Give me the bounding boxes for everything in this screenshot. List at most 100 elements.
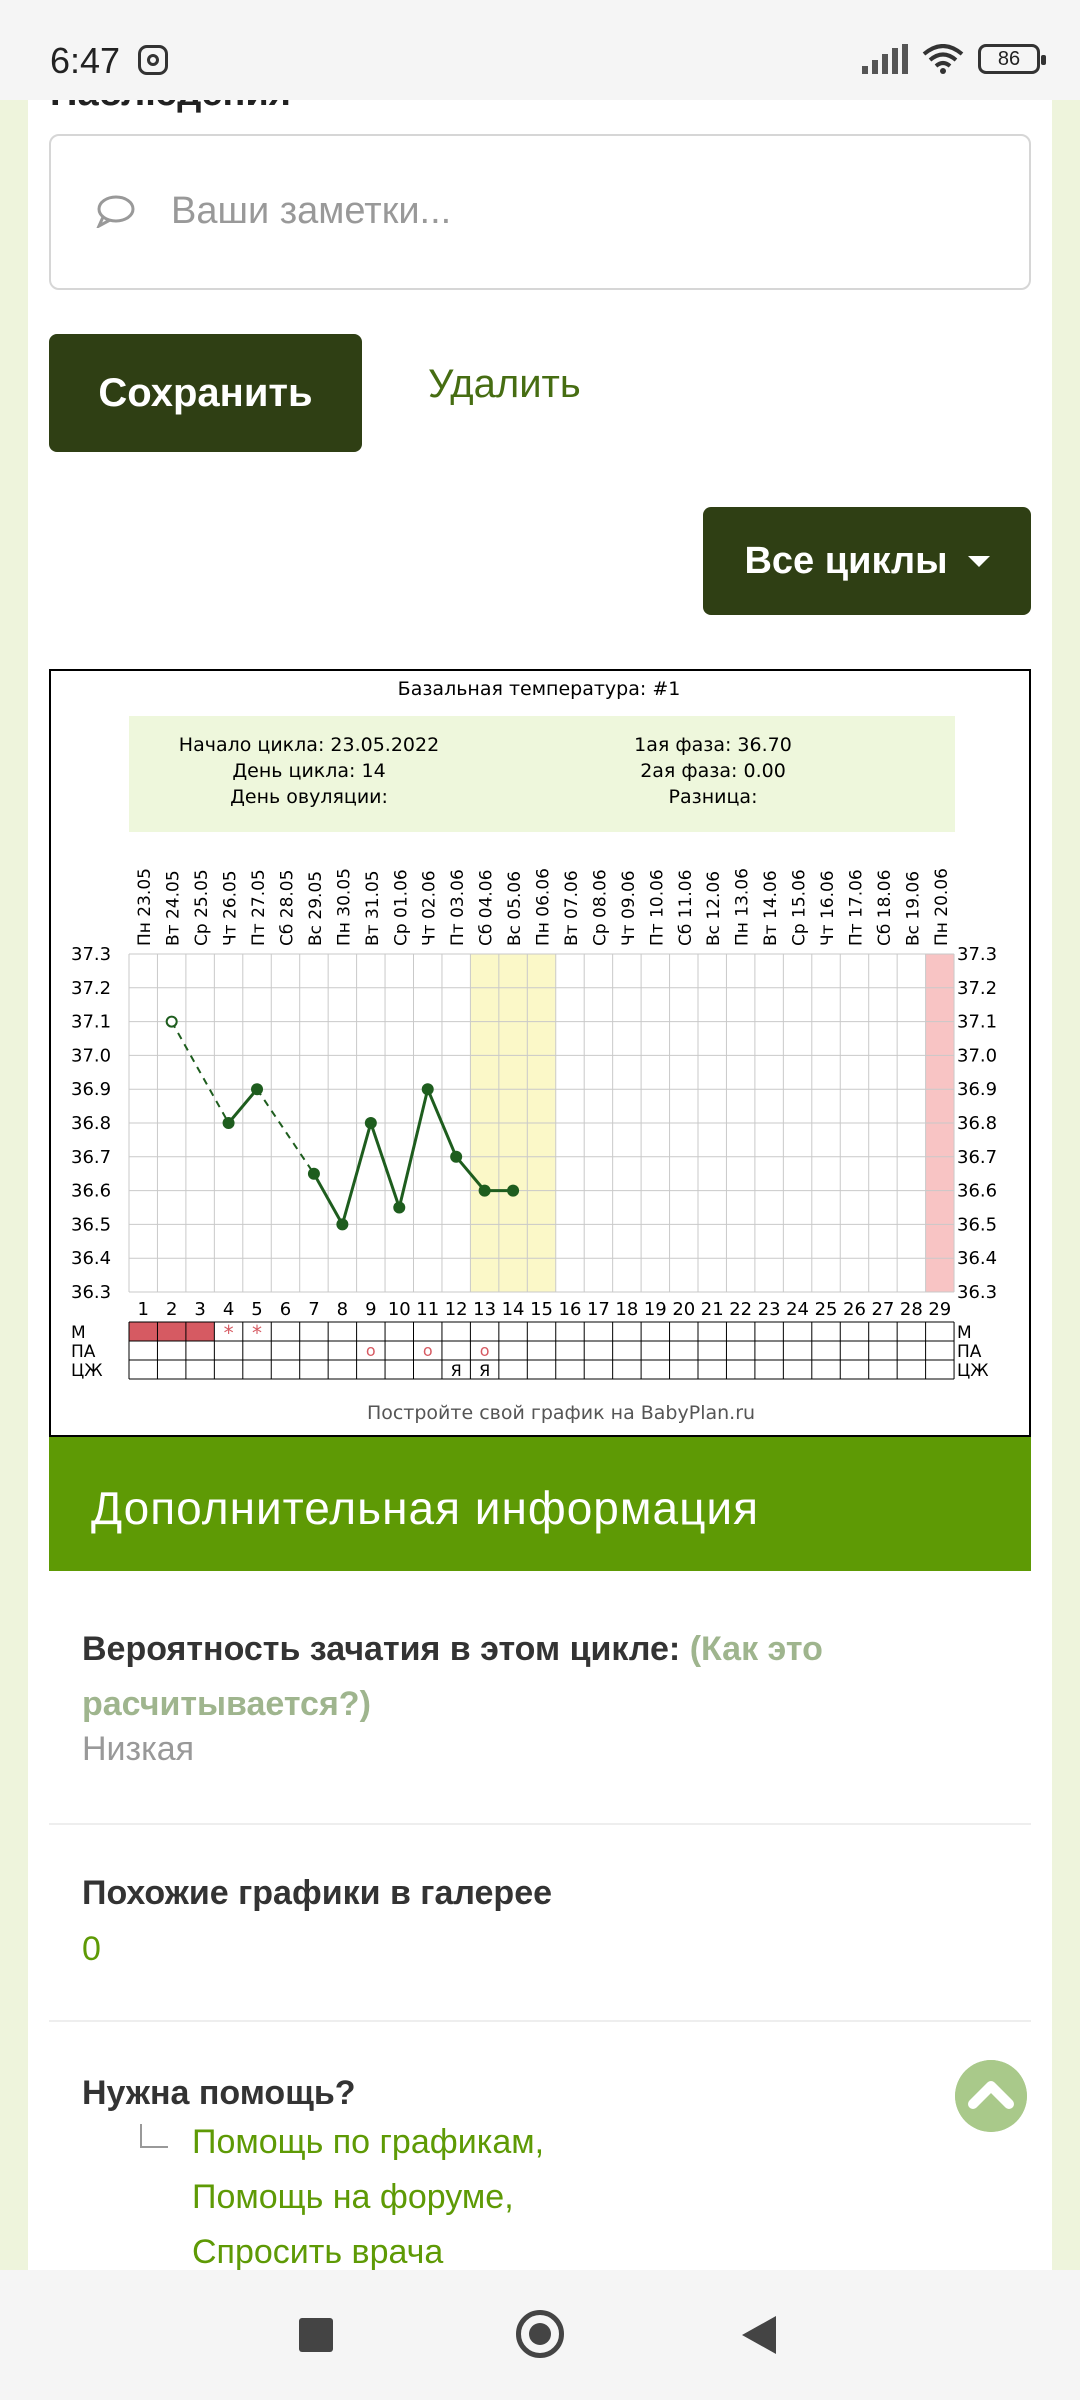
- temp-point: [251, 1083, 264, 1096]
- y-tick-left: 36.9: [71, 1079, 111, 1100]
- bbt-chart-svg: Базальная температура: #1 Начало цикла: 2…: [71, 678, 997, 1424]
- y-tick-right: 36.7: [957, 1147, 997, 1168]
- date-label: Пн 30.05: [334, 868, 354, 946]
- day-number: 12: [445, 1299, 468, 1320]
- menstruation-cell: [157, 1322, 186, 1341]
- help-charts-link[interactable]: Помощь по графикам,: [192, 2123, 545, 2161]
- temp-line: [312, 1172, 344, 1226]
- temp-point: [450, 1150, 463, 1163]
- scroll-top-icon[interactable]: [955, 2060, 1027, 2132]
- day-number: 2: [166, 1299, 177, 1320]
- day-number: 10: [388, 1299, 411, 1320]
- y-tick-right: 36.6: [957, 1181, 997, 1202]
- date-label: Чт 09.06: [619, 870, 639, 946]
- temp-line: [455, 1155, 486, 1192]
- summary-phase1: 1ая фаза: 36.70: [634, 734, 792, 756]
- y-tick-right: 36.4: [957, 1248, 997, 1269]
- temp-line: [397, 1088, 430, 1208]
- y-tick-left: 36.7: [71, 1147, 111, 1168]
- delete-button[interactable]: Удалить: [428, 362, 581, 406]
- row-label-right: ПА: [957, 1342, 982, 1362]
- date-label: Пт 03.06: [448, 869, 468, 946]
- y-tick-right: 36.9: [957, 1079, 997, 1100]
- recents-icon[interactable]: [299, 2318, 333, 2352]
- date-label: Вт 14.06: [761, 870, 781, 946]
- y-tick-left: 36.3: [71, 1282, 111, 1303]
- day-number: 29: [928, 1299, 951, 1320]
- all-cycles-button[interactable]: Все циклы: [703, 507, 1031, 615]
- y-tick-left: 36.8: [71, 1113, 111, 1134]
- similar-label: Похожие графики в галерее: [82, 1874, 553, 1912]
- chart-footer: Постройте свой график на BabyPlan.ru: [367, 1402, 755, 1424]
- y-tick-right: 36.3: [957, 1282, 997, 1303]
- date-label: Ср 15.06: [790, 869, 810, 946]
- date-label: Вт 24.05: [164, 870, 184, 946]
- y-tick-right: 37.1: [957, 1012, 997, 1033]
- save-button[interactable]: Сохранить: [49, 334, 362, 452]
- wifi-icon: [922, 44, 964, 74]
- day-number: 3: [194, 1299, 205, 1320]
- pa-mark: o: [366, 1341, 376, 1360]
- day-number: 11: [416, 1299, 439, 1320]
- day-number: 8: [337, 1299, 348, 1320]
- date-label: Ср 08.06: [590, 869, 610, 946]
- date-label: Вс 19.06: [903, 871, 923, 946]
- temp-line: [426, 1088, 458, 1158]
- home-icon[interactable]: [516, 2310, 564, 2358]
- page-content: Наблюдения Ваши заметки... Сохранить Уда…: [28, 100, 1052, 2270]
- back-icon[interactable]: [742, 2316, 776, 2354]
- temp-point: [421, 1083, 434, 1096]
- day-number: 26: [843, 1299, 866, 1320]
- day-number: 15: [530, 1299, 553, 1320]
- probability-block: Вероятность зачатия в этом цикле: (Как э…: [82, 1622, 982, 1732]
- day-number: 28: [900, 1299, 923, 1320]
- y-tick-left: 36.5: [71, 1214, 111, 1235]
- help-forum-link[interactable]: Помощь на форуме,: [192, 2178, 514, 2216]
- date-label: Пн 13.06: [733, 868, 753, 946]
- help-label: Нужна помощь?: [82, 2074, 356, 2112]
- comment-icon: [96, 195, 135, 228]
- day-number: 20: [672, 1299, 695, 1320]
- day-number: 21: [701, 1299, 724, 1320]
- date-label: Ср 01.06: [391, 869, 411, 946]
- temp-point: [307, 1167, 320, 1180]
- status-time: 6:47: [50, 40, 121, 81]
- status-bar: 6:47 86: [0, 0, 1080, 100]
- temp-line: [227, 1088, 259, 1124]
- day-number: 23: [758, 1299, 781, 1320]
- ask-doctor-link[interactable]: Спросить врача: [192, 2233, 444, 2270]
- row-label-left: ПА: [71, 1342, 96, 1362]
- info-header-title: Дополнительная информация: [91, 1482, 760, 1534]
- notes-field[interactable]: Ваши заметки...: [49, 134, 1031, 290]
- day-number: 6: [280, 1299, 291, 1320]
- caret-down-icon: [967, 555, 990, 567]
- temp-line: [369, 1122, 401, 1208]
- row-label-right: ЦЖ: [957, 1361, 989, 1381]
- day-number: 24: [786, 1299, 809, 1320]
- summary-box: [129, 716, 955, 832]
- y-tick-left: 36.6: [71, 1181, 111, 1202]
- temp-point: [364, 1117, 377, 1129]
- menstruation-cell: [129, 1322, 158, 1341]
- day-number: 19: [644, 1299, 667, 1320]
- chart-title: Базальная температура: #1: [398, 678, 681, 700]
- y-tick-left: 37.0: [71, 1045, 111, 1066]
- star-mark: *: [224, 1321, 234, 1345]
- y-tick-left: 37.3: [71, 944, 111, 965]
- y-tick-left: 37.2: [71, 978, 111, 999]
- date-label: Чт 26.05: [221, 870, 241, 946]
- probability-help-link[interactable]: (Как это расчитывается?): [82, 1630, 823, 1723]
- summary-cycle-start: Начало цикла: 23.05.2022: [179, 734, 439, 756]
- temp-point: [222, 1117, 235, 1129]
- similar-count-link[interactable]: 0: [82, 1930, 101, 1968]
- y-tick-right: 37.2: [957, 978, 997, 999]
- date-label: Вт 31.05: [363, 870, 383, 946]
- temp-point: [393, 1201, 406, 1214]
- bbt-chart: Базальная температура: #1 Начало цикла: 2…: [49, 669, 1031, 1437]
- summary-cycle-day: День цикла: 14: [232, 760, 385, 782]
- pa-mark: o: [480, 1341, 490, 1360]
- date-label: Пт 27.05: [249, 869, 269, 946]
- day-number: 7: [308, 1299, 319, 1320]
- day-number: 17: [587, 1299, 610, 1320]
- instagram-icon: [138, 45, 168, 75]
